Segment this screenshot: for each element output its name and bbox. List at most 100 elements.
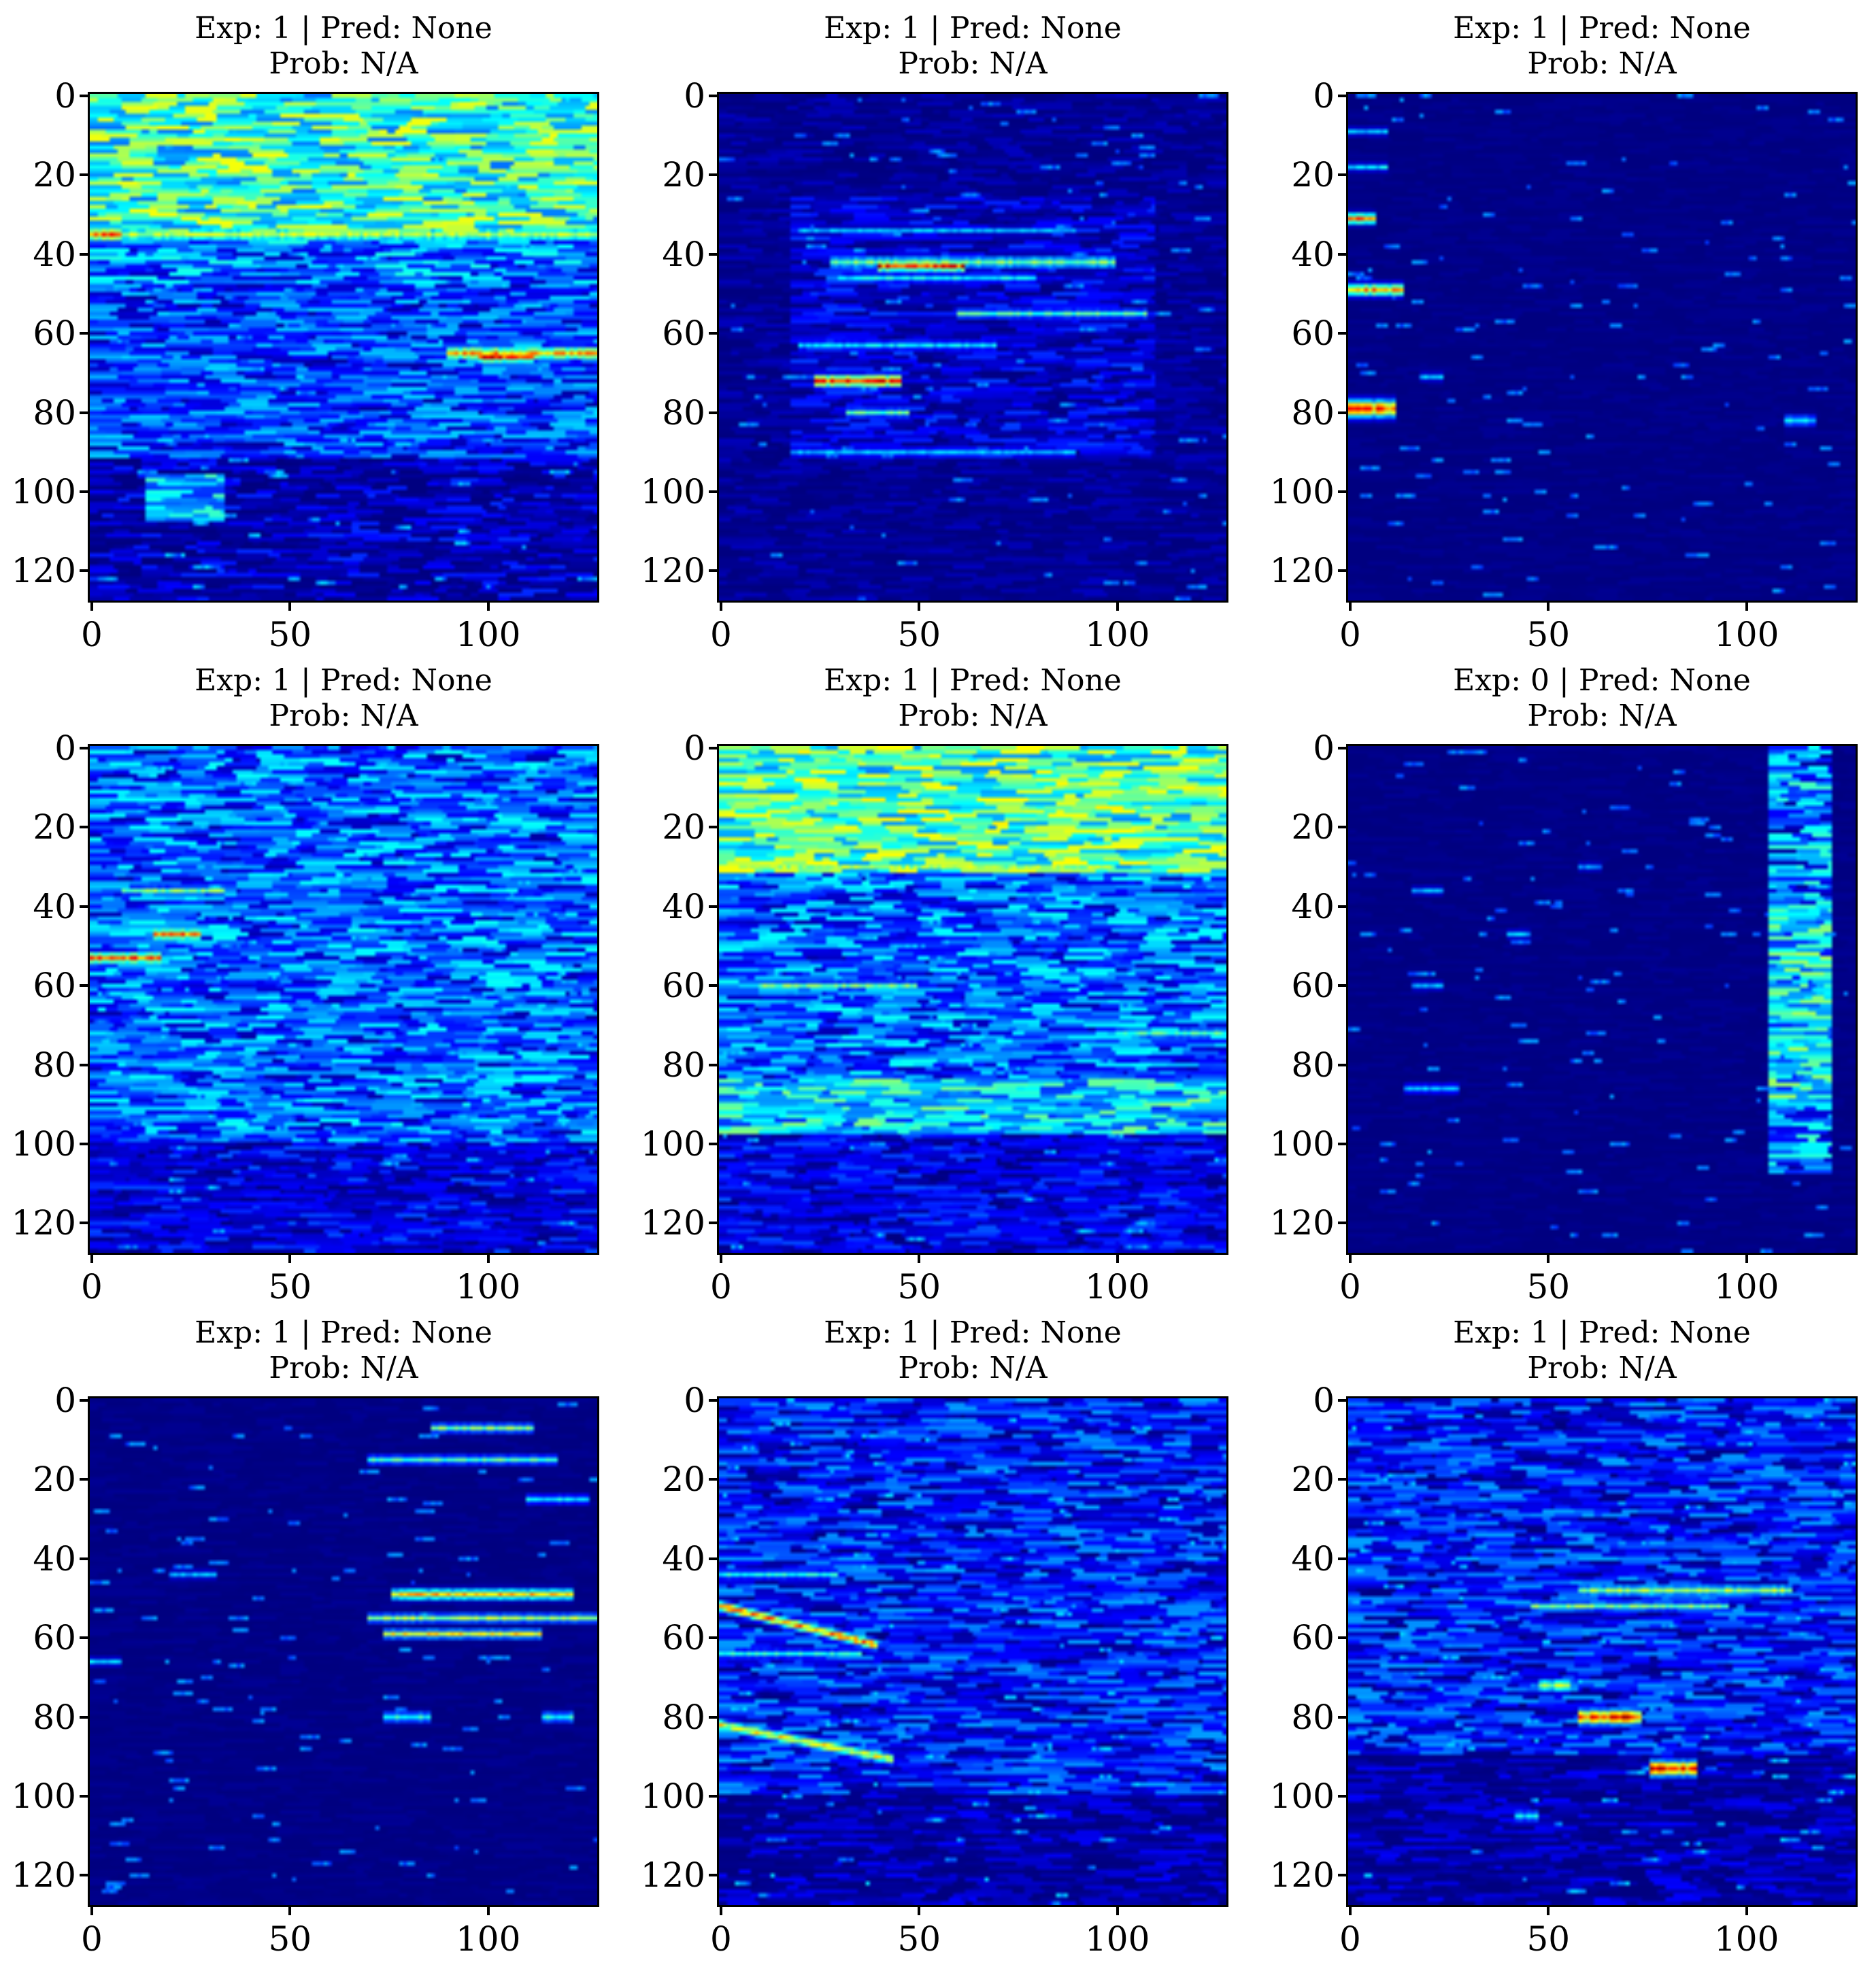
x-tick-label: 50 — [268, 1267, 312, 1307]
y-tick-mark — [1338, 94, 1346, 97]
spectrogram-heatmap — [90, 746, 597, 1253]
x-tick-mark — [486, 1255, 490, 1263]
y-tick-label: 80 — [33, 1697, 76, 1737]
panel-title-line2: Prob: N/A — [1527, 1351, 1677, 1385]
y-tick-mark — [80, 1063, 88, 1066]
y-tick-mark — [1338, 490, 1346, 493]
y-tick-mark — [709, 332, 717, 335]
y-tick-label: 120 — [1269, 551, 1335, 591]
y-tick-label: 40 — [662, 1538, 705, 1579]
spectrogram-panel-5: Exp: 1 | Pred: None Prob: N/A 0 20 40 60 80 1… — [641, 663, 1228, 1306]
panel-title: Exp: 1 | Pred: None Prob: N/A — [90, 663, 597, 734]
x-tick-mark — [288, 1255, 292, 1263]
y-tick-label: 20 — [33, 807, 76, 847]
x-tick-label: 0 — [710, 1919, 732, 1959]
x-tick-label: 50 — [1526, 615, 1571, 654]
y-tick-mark — [1338, 984, 1346, 988]
x-tick-label: 0 — [81, 1919, 103, 1959]
y-tick-mark — [1338, 1222, 1346, 1225]
y-tick-label: 60 — [1291, 1618, 1335, 1658]
y-tick-mark — [1338, 826, 1346, 829]
y-tick-mark — [80, 1398, 88, 1402]
y-tick-label: 80 — [33, 1045, 76, 1085]
x-tick-label: 0 — [1339, 1267, 1361, 1307]
y-tick-label: 0 — [1313, 75, 1335, 116]
y-tick-label: 100 — [11, 471, 76, 511]
x-tick-label: 50 — [268, 615, 312, 654]
y-tick-label: 20 — [1291, 155, 1335, 195]
y-tick-mark — [80, 1874, 88, 1877]
y-tick-label: 40 — [1291, 234, 1335, 274]
y-tick-label: 40 — [33, 234, 76, 274]
y-tick-mark — [80, 332, 88, 335]
y-tick-label: 120 — [1269, 1203, 1335, 1243]
y-tick-label: 20 — [33, 1460, 76, 1500]
x-tick-mark — [1745, 603, 1748, 611]
x-tick-label: 100 — [1085, 615, 1150, 654]
y-tick-label: 100 — [640, 471, 705, 511]
panel-title-line1: Exp: 0 | Pred: None — [1453, 663, 1751, 698]
panel-title-line1: Exp: 1 | Pred: None — [824, 663, 1122, 698]
y-tick-label: 80 — [1291, 392, 1335, 433]
y-tick-label: 0 — [54, 728, 76, 768]
y-tick-mark — [709, 1063, 717, 1066]
y-tick-mark — [1338, 1636, 1346, 1640]
x-tick-label: 0 — [81, 1267, 103, 1307]
x-tick-mark — [486, 603, 490, 611]
spectrogram-heatmap — [90, 94, 597, 601]
panel-title: Exp: 1 | Pred: None Prob: N/A — [1348, 11, 1856, 82]
y-tick-mark — [709, 984, 717, 988]
y-tick-label: 80 — [662, 1697, 705, 1737]
y-tick-mark — [1338, 1794, 1346, 1798]
spectrogram-heatmap — [90, 1398, 597, 1905]
y-tick-label: 80 — [1291, 1045, 1335, 1085]
y-tick-mark — [709, 1478, 717, 1481]
spectrogram-panel-1: Exp: 1 | Pred: None Prob: N/A 0 20 40 60 80 1… — [12, 11, 599, 654]
panel-title-line2: Prob: N/A — [1527, 698, 1677, 733]
y-tick-label: 60 — [662, 1618, 705, 1658]
y-tick-label: 0 — [1313, 728, 1335, 768]
x-tick-label: 50 — [897, 1267, 941, 1307]
spectrogram-panel-8: Exp: 1 | Pred: None Prob: N/A 0 20 40 60 80 1… — [641, 1315, 1228, 1958]
y-tick-mark — [1338, 569, 1346, 573]
y-tick-label: 20 — [662, 1460, 705, 1500]
y-tick-mark — [709, 173, 717, 177]
y-tick-mark — [80, 411, 88, 414]
x-tick-label: 100 — [1714, 615, 1779, 654]
y-tick-mark — [1338, 1874, 1346, 1877]
y-tick-mark — [1338, 1398, 1346, 1402]
y-tick-label: 0 — [684, 728, 705, 768]
y-tick-mark — [80, 173, 88, 177]
y-tick-mark — [1338, 173, 1346, 177]
spectrogram-heatmap — [719, 746, 1226, 1253]
y-tick-mark — [709, 94, 717, 97]
x-tick-label: 100 — [456, 1919, 521, 1959]
x-tick-label: 0 — [710, 615, 732, 654]
panel-title-line1: Exp: 1 | Pred: None — [824, 11, 1122, 46]
x-tick-mark — [1547, 603, 1550, 611]
y-tick-mark — [709, 1557, 717, 1560]
panel-title-line2: Prob: N/A — [269, 1351, 418, 1385]
panel-title-line2: Prob: N/A — [898, 46, 1048, 81]
y-tick-label: 100 — [11, 1776, 76, 1816]
y-tick-mark — [80, 1636, 88, 1640]
y-tick-label: 40 — [33, 1538, 76, 1579]
y-tick-mark — [1338, 746, 1346, 749]
spectrogram-panel-7: Exp: 1 | Pred: None Prob: N/A 0 20 40 60 80 1… — [12, 1315, 599, 1958]
y-tick-label: 40 — [662, 886, 705, 926]
y-tick-mark — [709, 1715, 717, 1719]
y-tick-mark — [709, 905, 717, 908]
x-tick-mark — [1745, 1907, 1748, 1915]
y-tick-label: 80 — [662, 1045, 705, 1085]
panel-title: Exp: 1 | Pred: None Prob: N/A — [90, 1315, 597, 1386]
y-tick-mark — [80, 94, 88, 97]
y-tick-label: 20 — [662, 155, 705, 195]
y-tick-label: 0 — [54, 1380, 76, 1420]
y-tick-label: 80 — [662, 392, 705, 433]
y-tick-label: 20 — [1291, 1460, 1335, 1500]
y-tick-mark — [80, 905, 88, 908]
y-tick-mark — [1338, 1142, 1346, 1145]
panel-title-line2: Prob: N/A — [898, 698, 1048, 733]
y-tick-label: 60 — [662, 966, 705, 1006]
x-tick-mark — [1348, 1255, 1352, 1263]
